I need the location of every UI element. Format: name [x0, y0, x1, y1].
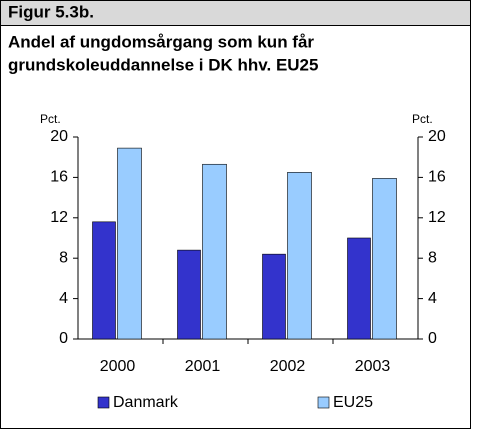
- y2-tick-label: 4: [428, 290, 437, 307]
- chart-title: grundskoleuddannelse i DK hhv. EU25: [8, 55, 318, 74]
- bar: [287, 172, 312, 340]
- bar: [177, 249, 201, 340]
- y-tick-label: 16: [50, 169, 68, 186]
- x-tick-label: 2003: [355, 358, 391, 375]
- figure-label: Figur 5.3b.: [8, 2, 94, 21]
- bar: [117, 147, 142, 340]
- bar: [92, 221, 116, 340]
- bar: [262, 253, 286, 340]
- y2-tick-label: 12: [428, 209, 446, 226]
- y2-tick-label: 16: [428, 169, 446, 186]
- y-tick-label: 12: [50, 209, 68, 226]
- legend-label: EU25: [333, 394, 373, 411]
- bar: [347, 237, 371, 340]
- y-tick-label: 0: [59, 330, 68, 347]
- y-tick-label: 8: [59, 249, 68, 266]
- y-tick-label: 4: [59, 290, 68, 307]
- bar: [202, 163, 227, 340]
- y-axis-label: Pct.: [40, 112, 61, 126]
- x-tick-label: 2000: [100, 358, 136, 375]
- legend-swatch: [97, 396, 110, 409]
- y2-tick-label: 20: [428, 128, 446, 145]
- y2-tick-label: 8: [428, 249, 437, 266]
- y-tick-label: 20: [50, 128, 68, 145]
- x-tick-label: 2002: [270, 358, 306, 375]
- header-bar: [0, 0, 471, 26]
- legend-label: Danmark: [113, 394, 179, 411]
- chart-title: Andel af ungdomsårgang som kun får: [8, 32, 314, 51]
- legend-swatch: [317, 396, 330, 409]
- y2-axis-label: Pct.: [412, 112, 433, 126]
- bar: [372, 178, 397, 340]
- y2-tick-label: 0: [428, 330, 437, 347]
- x-tick-label: 2001: [185, 358, 221, 375]
